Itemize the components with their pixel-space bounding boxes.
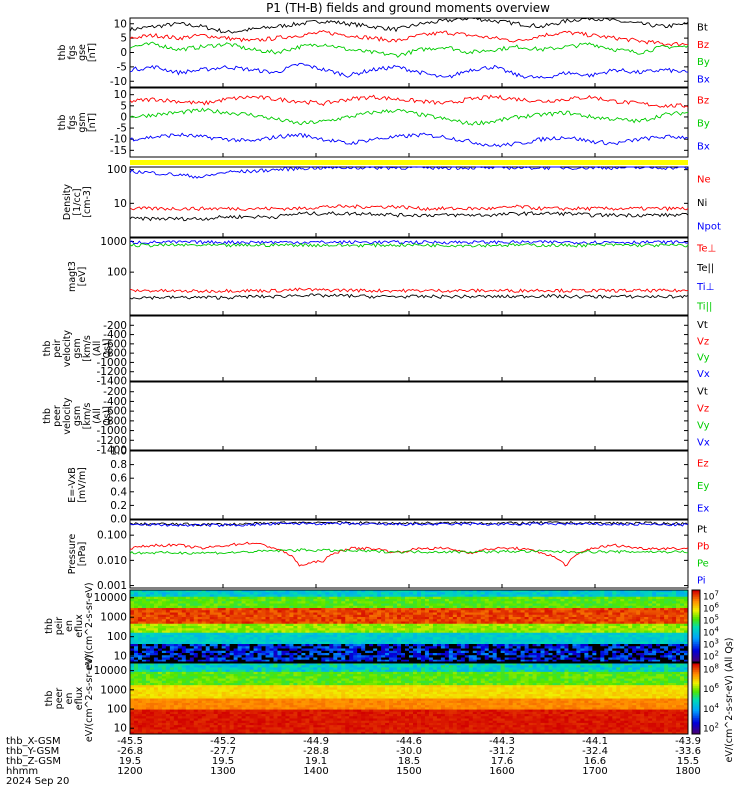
legend-te--panel-4: Te|| — [696, 263, 714, 274]
panel-3-ytick-label: 100 — [107, 164, 127, 176]
legend-bx-panel-1: Bx — [697, 74, 710, 85]
legend-bz-panel-2: Bz — [697, 96, 709, 107]
legend-bz-panel-1: Bz — [697, 40, 709, 51]
legend-pi-panel-8: Pi — [697, 576, 706, 587]
series-line-ni — [130, 212, 688, 221]
panel-4-ytick-label: 1000 — [100, 236, 127, 248]
legend-ti--panel-4: Ti⊥ — [696, 282, 714, 293]
panel-1: 10 5 0 -5 -10 thbfgsgse[nT] Bt Bz By Bx — [57, 18, 710, 88]
panel-1-frame — [130, 18, 688, 87]
panel-7-ylabel: E=-VxB[mV/m] — [67, 467, 88, 503]
panel-4-ytick-label: 100 — [107, 267, 127, 279]
panel-6: -200-400-600-800-1000-1200-1400thbpeerve… — [42, 382, 710, 457]
panel-8-ytick-label: 0.100 — [97, 530, 127, 542]
panel-3-frame — [130, 167, 688, 237]
panel-6-frame — [130, 382, 688, 450]
panel-10: 10000100010010thbpeerenefluxeV/(cm^2-s-s… — [44, 655, 719, 742]
legend-ti--panel-4: Ti|| — [696, 301, 712, 312]
panel-7: 1.00.8 0.60.4 0.2 0.0 E=-VxB[mV/m] Ez Ey Ex — [67, 446, 709, 526]
panel-7-ytick-label: 1.0 — [110, 446, 127, 458]
panel-7-ytick-label: 0.8 — [110, 459, 127, 471]
panel-9-ytick-label: 1000 — [100, 612, 127, 624]
panel-2-ylabel: thbfgsgsm[nT] — [57, 112, 98, 132]
series-line-bz — [130, 31, 688, 46]
legend-bx-panel-2: Bx — [697, 142, 710, 153]
panel-1-ytick-label: 5 — [120, 33, 127, 45]
panel-4: 1000 100 magt3[eV] Te⊥ Te|| Ti⊥ Ti|| — [67, 236, 716, 315]
legend-pb-panel-8: Pb — [697, 542, 709, 553]
legend-by-panel-2: By — [697, 119, 710, 130]
legend-vx-panel-6: Vx — [697, 438, 710, 449]
legend-vt-panel-6: Vt — [697, 387, 708, 398]
panel-4-frame — [130, 238, 688, 315]
series-line-ti- — [130, 241, 688, 244]
panel-9-ytick-label: 10 — [114, 651, 127, 663]
series-line-bx — [130, 133, 688, 147]
panel-1-ytick-label: 10 — [114, 18, 127, 30]
panel-5: -200-400-600-800-1000-1200-1400thbpeirve… — [42, 316, 710, 388]
series-line-by — [130, 108, 688, 125]
spectrogram-9 — [130, 590, 688, 662]
panel-7-ytick-label: 0.2 — [110, 500, 127, 512]
legend-pt-panel-8: Pt — [697, 525, 707, 536]
panel-4-ylabel: magt3[eV] — [67, 261, 88, 292]
spectrogram-10 — [130, 663, 688, 734]
series-line-ti- — [130, 243, 688, 247]
series-line-pi — [130, 522, 688, 526]
panel-1-ytick-label: -5 — [117, 61, 127, 73]
plot-title: P1 (TH-B) fields and ground moments over… — [266, 1, 550, 15]
panel-2-frame — [130, 88, 688, 157]
panel-3: 100 10 Density[1/cc][cm-3] Ne Ni Npot — [62, 164, 721, 237]
panel-3-ytick-label: 10 — [114, 198, 127, 210]
legend-vy-panel-6: Vy — [697, 421, 710, 432]
legend-ni-panel-3: Ni — [697, 198, 707, 209]
legend-ex-panel-7: Ex — [697, 504, 709, 515]
panel-9-ytick-label: 10000 — [94, 592, 127, 604]
legend-ey-panel-7: Ey — [697, 481, 709, 492]
series-line-pb — [130, 542, 688, 566]
series-line-te- — [130, 288, 688, 293]
panel-8-ytick-label: 0.001 — [97, 580, 127, 592]
series-line-by — [130, 42, 688, 57]
legend-te--panel-4: Te⊥ — [696, 244, 716, 255]
series-line-bx — [130, 63, 688, 78]
legend-npot-panel-3: Npot — [697, 221, 721, 232]
legend-vz-panel-5: Vz — [697, 336, 709, 347]
panel-9: 10000100010010thbpeirenefluxeV/(cm^2-s-s… — [44, 582, 719, 669]
legend-vx-panel-5: Vx — [697, 369, 710, 380]
panel-1-ylabel: thbfgsgse[nT] — [57, 43, 98, 62]
panel-5-frame — [130, 316, 688, 381]
series-line-npot — [130, 167, 688, 178]
panel-7-frame — [130, 451, 688, 519]
panel-3-ylabel: Density[1/cc][cm-3] — [62, 184, 93, 220]
legend-vt-panel-5: Vt — [697, 320, 708, 331]
panel-8-ytick-label: 0.010 — [97, 555, 127, 567]
panel-1-ytick-label: 0 — [120, 47, 127, 59]
panel-8-frame — [130, 520, 688, 588]
series-line-te- — [130, 294, 688, 299]
legend-vy-panel-5: Vy — [697, 353, 710, 364]
panel-8: 0.100 0.010 0.001 Pressure[nPa] Pt Pb Pe Pi — [67, 520, 709, 592]
panel-8-ylabel: Pressure[nPa] — [67, 534, 88, 575]
legend-bt-panel-1: Bt — [697, 23, 708, 34]
legend-ne-panel-3: Ne — [697, 175, 711, 186]
legend-by-panel-1: By — [697, 57, 710, 68]
series-line-bz — [130, 95, 688, 107]
panel-7-ytick-label: 0.0 — [110, 514, 127, 526]
legend-vz-panel-6: Vz — [697, 404, 709, 415]
colorbar-tick-label: 102 — [703, 650, 719, 663]
panel-7-ytick-label: 0.6 — [110, 473, 127, 485]
series-line-bt — [130, 18, 688, 33]
legend-pe-panel-8: Pe — [697, 559, 709, 570]
series-line-ne — [130, 205, 688, 211]
panel-2-ytick-label: -15 — [110, 145, 127, 157]
panel-7-ytick-label: 0.4 — [110, 486, 127, 498]
panel-1-ytick-label: -10 — [110, 76, 127, 88]
panel-9-ytick-label: 100 — [107, 631, 127, 643]
legend-ez-panel-7: Ez — [697, 458, 709, 469]
